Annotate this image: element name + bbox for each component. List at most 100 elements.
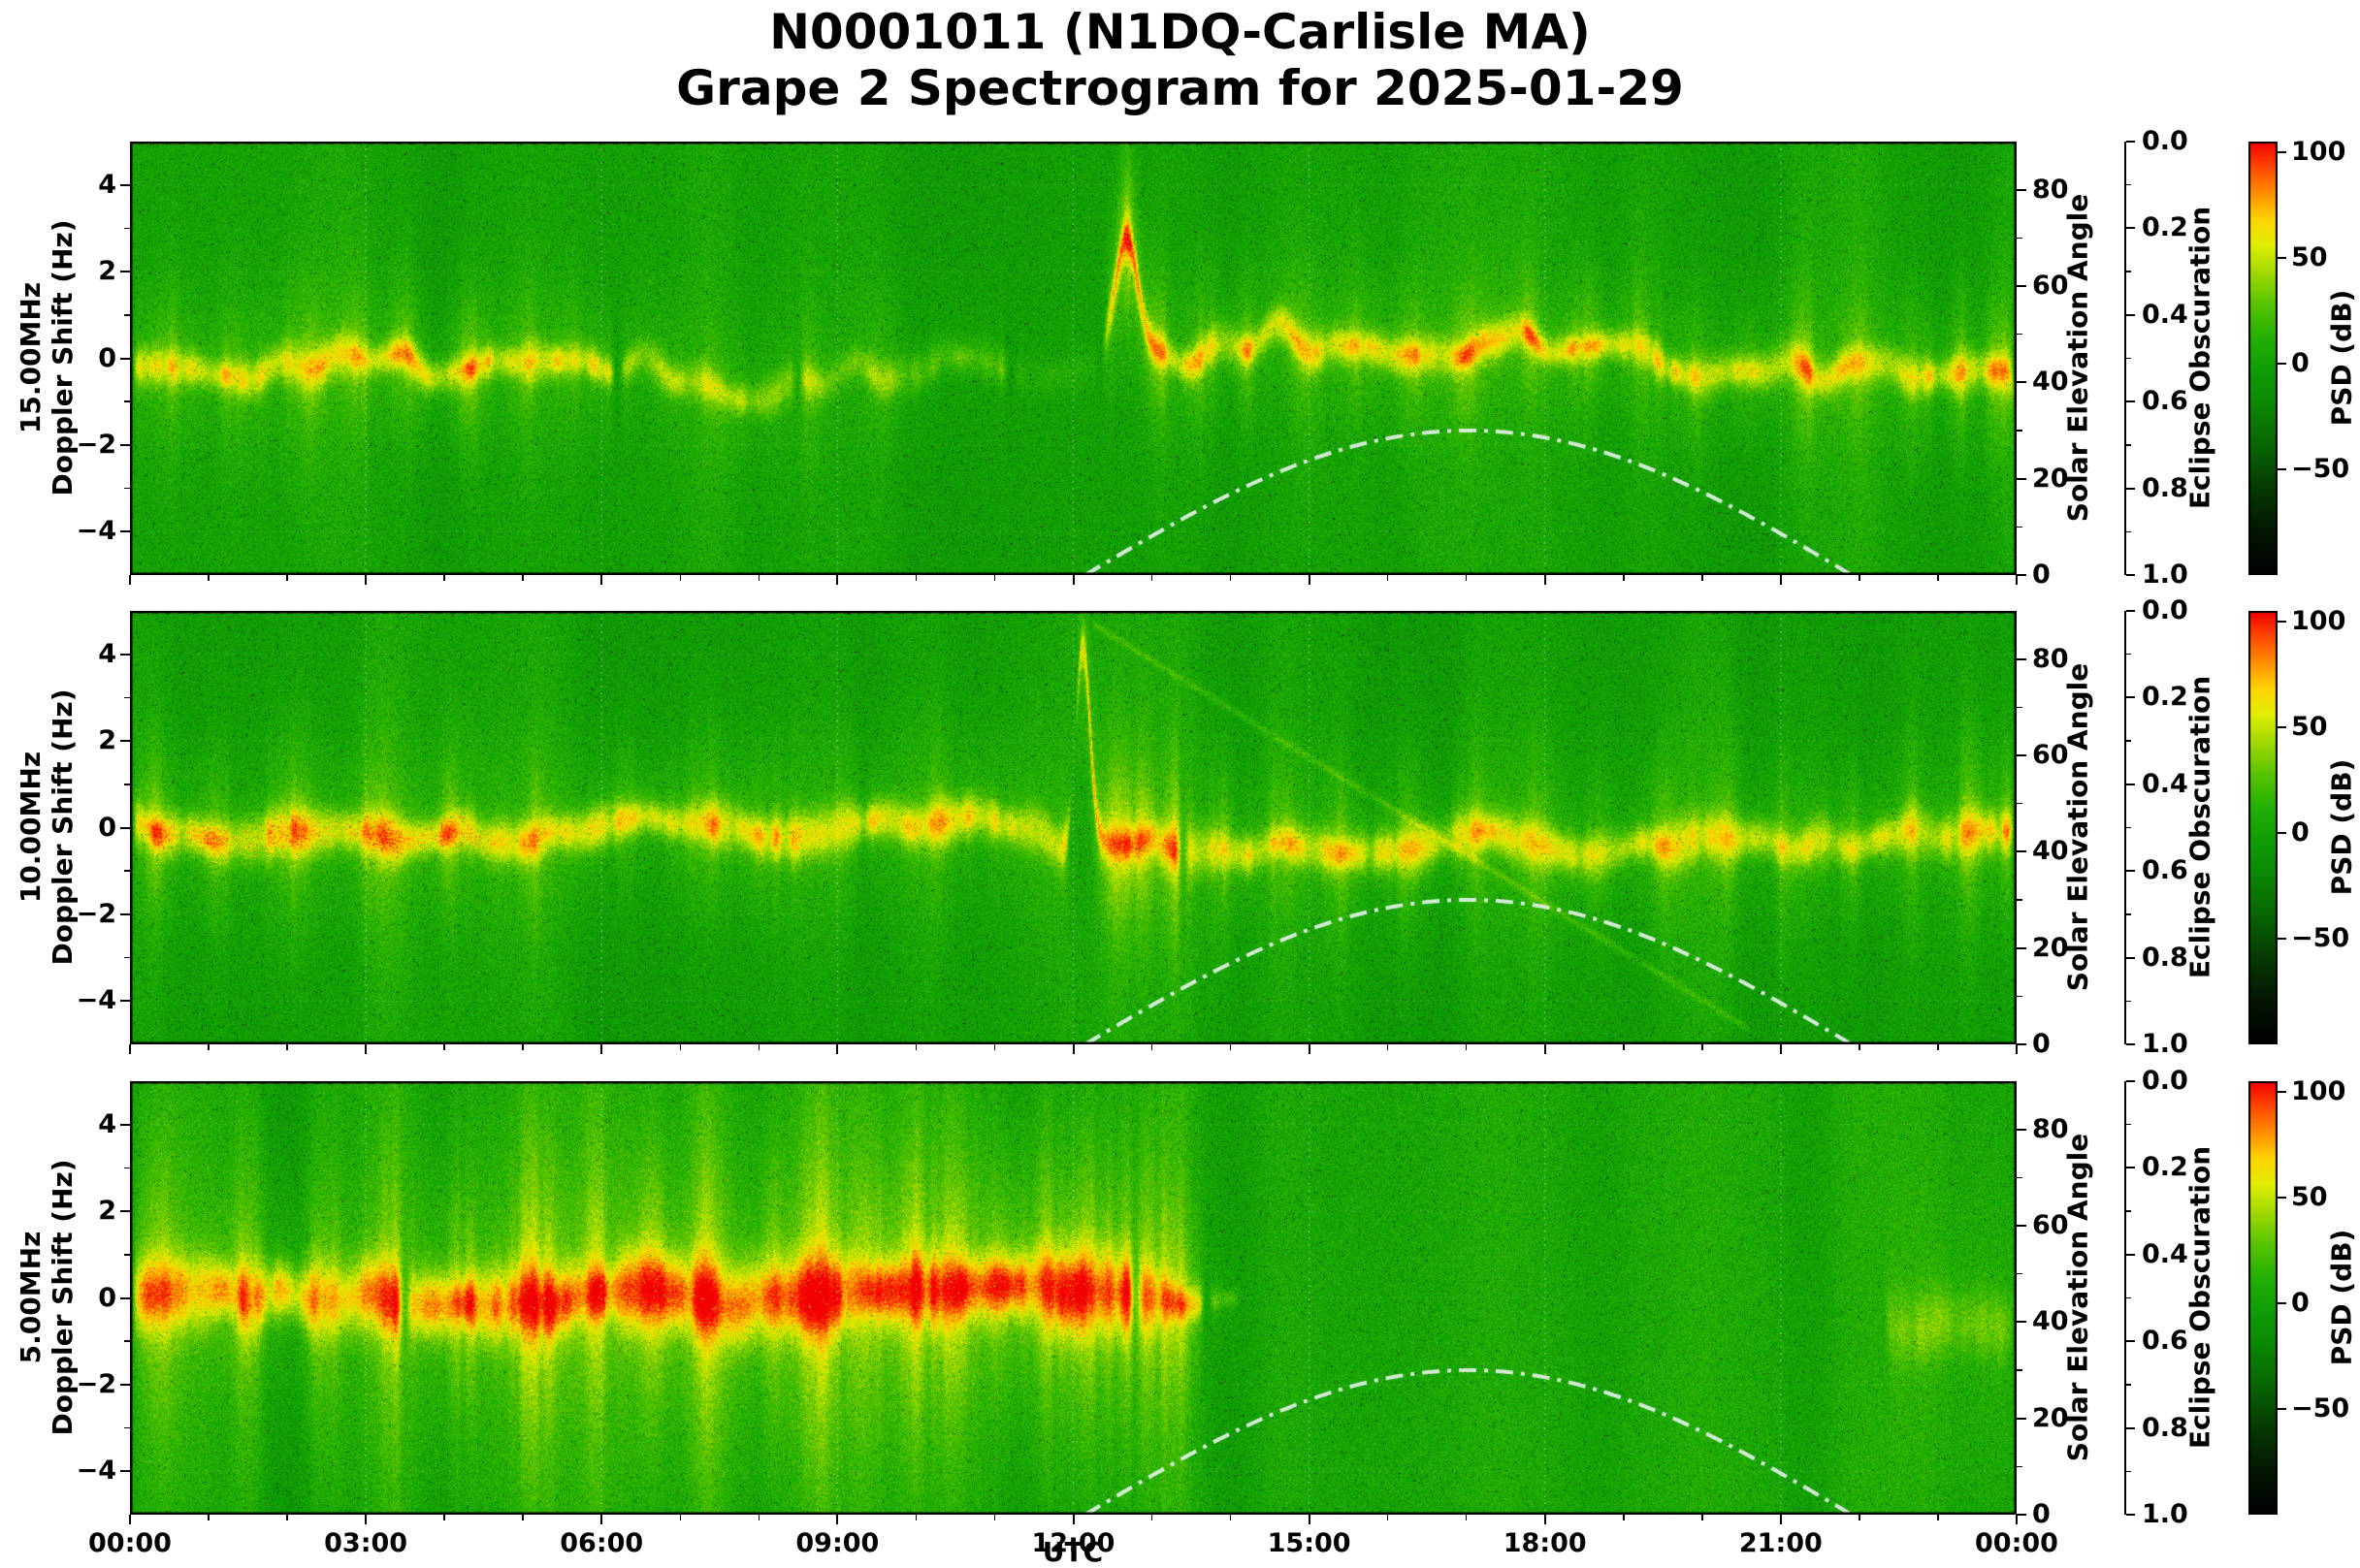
eclipse-axis-spine — [2124, 142, 2126, 575]
eclipse-tick — [2126, 1253, 2135, 1256]
eclipse-tick — [2126, 870, 2135, 873]
x-minor-tick — [758, 575, 760, 581]
eclipse-tick-label: 0.6 — [2142, 1326, 2188, 1357]
eclipse-tick — [2126, 400, 2135, 403]
x-minor-tick — [1465, 1044, 1468, 1050]
solar-tick-label: 20 — [2032, 932, 2069, 963]
eclipse-tick-label: 0.8 — [2142, 1412, 2188, 1443]
y-tick-label: 0 — [98, 812, 116, 843]
x-minor-tick — [443, 575, 445, 581]
colorbar-tick-label: 100 — [2291, 605, 2346, 636]
x-minor-tick — [1701, 575, 1703, 581]
x-major-tick — [1072, 1044, 1075, 1054]
x-major-tick — [1308, 575, 1310, 585]
eclipse-tick-label: 1.0 — [2142, 560, 2188, 590]
solar-minor-tick — [2017, 899, 2022, 901]
solar-major-tick — [2017, 657, 2026, 660]
y-tick-label: −2 — [76, 1368, 116, 1399]
eclipse-tick-label: 0.2 — [2142, 682, 2188, 713]
solar-major-tick — [2017, 574, 2026, 576]
eclipse-tick-label: 1.0 — [2142, 1499, 2188, 1529]
x-major-tick — [365, 1044, 368, 1054]
eclipse-tick — [2126, 1514, 2135, 1516]
solar-minor-tick — [2017, 430, 2022, 432]
x-minor-tick — [443, 1515, 445, 1520]
x-minor-tick — [1229, 1515, 1232, 1520]
x-major-tick — [1779, 1515, 1782, 1524]
solar-minor-tick — [2017, 1272, 2022, 1275]
x-minor-tick — [1859, 1515, 1860, 1520]
colorbar-tick — [2278, 467, 2286, 470]
colorbar-tick — [2278, 362, 2286, 365]
x-major-tick — [1308, 1044, 1310, 1054]
colorbar-tick-label: −50 — [2291, 1392, 2350, 1424]
x-major-tick — [2016, 575, 2018, 585]
x-minor-tick — [679, 1515, 682, 1520]
x-minor-tick — [443, 1044, 445, 1050]
eclipse-tick-label: 0.6 — [2142, 855, 2188, 886]
y-major-tick — [120, 1296, 130, 1299]
eclipse-tick — [2126, 783, 2135, 785]
y-minor-tick — [124, 696, 130, 699]
x-tick-label: 03:00 — [324, 1528, 408, 1558]
y-minor-tick — [124, 870, 130, 872]
eclipse-obscuration-axis-label: Eclipse Obscuration — [2183, 206, 2216, 510]
x-major-tick — [836, 575, 839, 585]
y-major-tick — [120, 271, 130, 273]
solar-major-tick — [2017, 1043, 2026, 1045]
y-minor-tick — [124, 227, 130, 230]
x-major-tick — [129, 575, 131, 585]
x-major-tick — [1543, 1515, 1546, 1524]
x-minor-tick — [522, 1044, 524, 1050]
solar-major-tick — [2017, 477, 2026, 480]
x-minor-tick — [1623, 575, 1625, 581]
x-minor-tick — [1386, 575, 1389, 581]
spectrogram-canvas-5mhz — [130, 1081, 2017, 1515]
eclipse-tick-label: 0.4 — [2142, 1238, 2188, 1269]
x-minor-tick — [1937, 1044, 1939, 1050]
y-major-tick — [120, 1123, 130, 1126]
colorbar-tick — [2278, 1301, 2286, 1304]
solar-major-tick — [2017, 754, 2026, 756]
y-major-tick — [120, 357, 130, 360]
y-tick-label: 4 — [98, 1108, 116, 1139]
y-major-tick — [120, 1383, 130, 1386]
eclipse-minor-tick — [2126, 1210, 2131, 1212]
solar-tick-label: 60 — [2032, 271, 2069, 301]
colorbar-tick — [2278, 831, 2286, 834]
y-minor-tick — [124, 956, 130, 959]
x-minor-tick — [1937, 575, 1939, 581]
figure-title: N0001011 (N1DQ-Carlisle MA) Grape 2 Spec… — [0, 4, 2360, 116]
eclipse-tick-label: 1.0 — [2142, 1029, 2188, 1059]
x-major-tick — [1779, 1044, 1782, 1054]
x-major-tick — [365, 1515, 368, 1524]
x-minor-tick — [1701, 1044, 1703, 1050]
x-major-tick — [600, 1515, 603, 1524]
psd-colorbar-15mhz — [2248, 142, 2278, 575]
y-tick-label: −4 — [76, 985, 116, 1016]
x-major-tick — [2016, 1515, 2018, 1524]
eclipse-tick-label: 0.8 — [2142, 472, 2188, 503]
x-major-tick — [129, 1044, 131, 1054]
eclipse-tick — [2126, 1043, 2135, 1045]
y-tick-label: 4 — [98, 638, 116, 669]
solar-major-tick — [2017, 188, 2026, 191]
eclipse-minor-tick — [2126, 357, 2131, 360]
x-minor-tick — [1386, 1515, 1389, 1520]
y-minor-tick — [124, 314, 130, 316]
psd-colorbar-5mhz — [2248, 1081, 2278, 1515]
eclipse-tick-label: 0.2 — [2142, 212, 2188, 243]
solar-minor-tick — [2017, 237, 2022, 240]
x-minor-tick — [1150, 1515, 1153, 1520]
x-minor-tick — [1386, 1044, 1389, 1050]
x-minor-tick — [208, 1515, 210, 1520]
x-major-tick — [836, 1515, 839, 1524]
x-tick-label: 06:00 — [560, 1528, 644, 1558]
x-minor-tick — [286, 575, 288, 581]
eclipse-tick — [2126, 1340, 2135, 1343]
eclipse-minor-tick — [2126, 653, 2131, 656]
solar-tick-label: 0 — [2032, 1029, 2051, 1059]
colorbar-tick — [2278, 1196, 2286, 1199]
eclipse-minor-tick — [2126, 1296, 2131, 1299]
x-tick-label: 18:00 — [1503, 1528, 1587, 1558]
